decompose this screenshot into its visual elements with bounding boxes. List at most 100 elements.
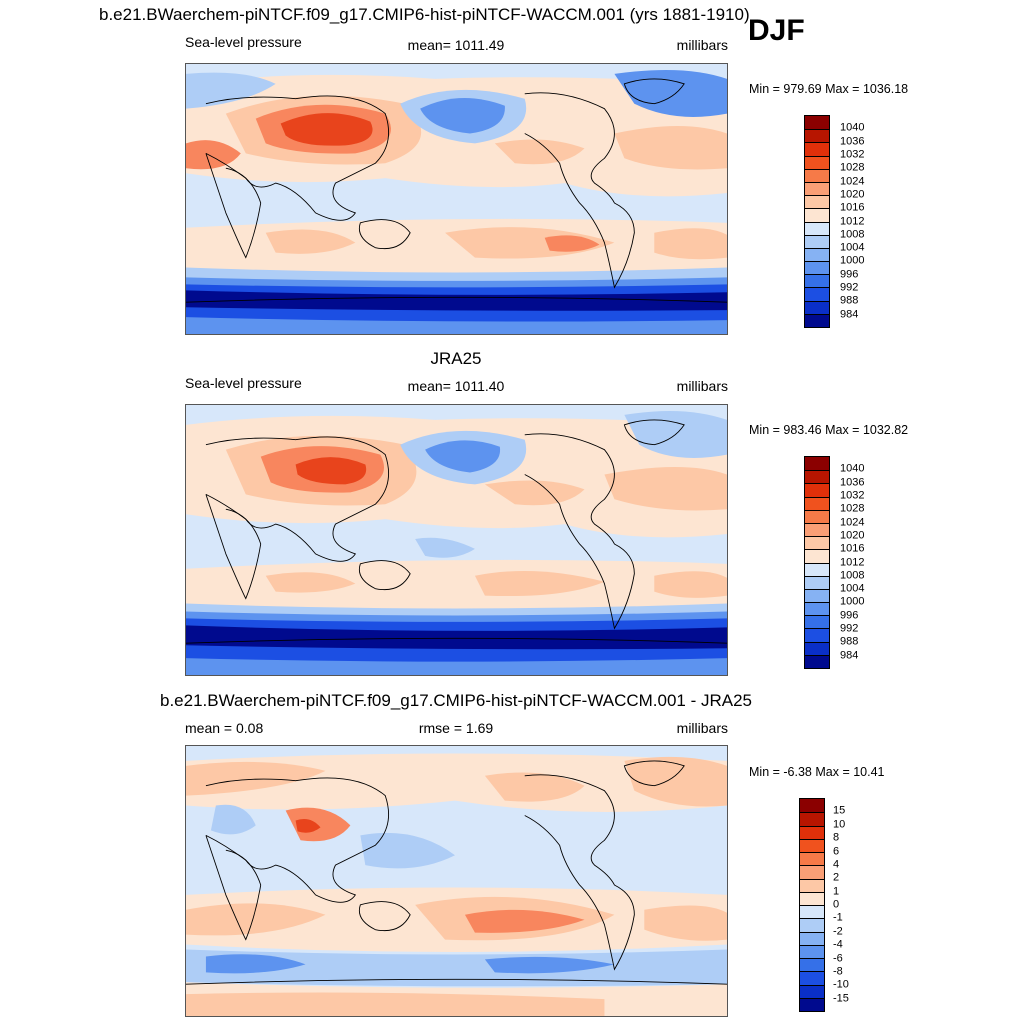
field-contour bbox=[265, 229, 356, 254]
colorbar-swatch bbox=[805, 261, 829, 275]
colorbar-swatch bbox=[800, 905, 824, 919]
field-contour bbox=[285, 807, 351, 842]
colorbar-tick-label: 0 bbox=[833, 898, 840, 911]
colorbar-tick-label: 1004 bbox=[840, 582, 865, 595]
colorbar-swatch bbox=[805, 234, 829, 248]
field-contour bbox=[295, 818, 321, 833]
colorbar-swatch bbox=[805, 208, 829, 222]
coastlines bbox=[186, 760, 727, 985]
colorbar-swatch bbox=[805, 287, 829, 301]
field-contour bbox=[210, 804, 256, 835]
colorbar-tick-label: 1032 bbox=[840, 489, 865, 502]
colorbar-tick-label: 1020 bbox=[840, 188, 865, 201]
rmse-label: rmse = 1.69 bbox=[418, 720, 494, 736]
colorbar-tick-label: 988 bbox=[840, 635, 859, 648]
panel-title: JRA25 bbox=[430, 349, 482, 368]
field-contour bbox=[474, 570, 605, 597]
colorbar-tick-label: 1040 bbox=[840, 462, 865, 475]
units-label: millibars bbox=[676, 378, 728, 394]
colorbar-swatch bbox=[805, 247, 829, 262]
colorbar-tick-label: 992 bbox=[840, 281, 859, 294]
colorbar-swatch bbox=[805, 496, 829, 510]
field-contour bbox=[280, 113, 373, 146]
variable-label: Sea-level pressure bbox=[185, 375, 302, 391]
colorbar-tick-label: -1 bbox=[833, 911, 843, 924]
colorbar-swatch bbox=[805, 168, 829, 182]
colorbar-swatch bbox=[805, 181, 829, 196]
colorbar-obs bbox=[804, 456, 830, 669]
colorbar-swatch bbox=[805, 457, 829, 471]
colorbar-swatch bbox=[805, 536, 829, 550]
colorbar-swatch bbox=[800, 958, 824, 972]
colorbar-swatch bbox=[805, 155, 829, 169]
map-panel-diff bbox=[185, 745, 728, 1017]
colorbar-swatch bbox=[805, 549, 829, 563]
colorbar-swatch bbox=[805, 588, 829, 603]
field-contour bbox=[654, 228, 727, 260]
colorbar-tick-label: 2 bbox=[833, 871, 840, 884]
colorbar-swatch bbox=[805, 129, 829, 143]
colorbar-swatch bbox=[800, 997, 824, 1011]
colorbar-swatch bbox=[800, 838, 824, 852]
field-contour bbox=[186, 625, 727, 650]
colorbar-swatch bbox=[805, 116, 829, 130]
coastlines bbox=[186, 78, 727, 303]
colorbar-tick-label: 1008 bbox=[840, 569, 865, 582]
colorbar-tick-label: 8 bbox=[833, 831, 840, 844]
colorbar-swatch bbox=[800, 812, 824, 826]
colorbar-tick-label: 1024 bbox=[840, 516, 865, 529]
colorbar-swatch bbox=[805, 562, 829, 576]
colorbar-swatch bbox=[800, 918, 824, 932]
field-contour bbox=[295, 457, 367, 485]
colorbar-tick-label: 1008 bbox=[840, 228, 865, 241]
map-panel-model bbox=[185, 63, 728, 335]
colorbar-tick-label: -4 bbox=[833, 938, 843, 951]
colorbar-tick-label: 1012 bbox=[840, 556, 865, 568]
colorbar-swatch bbox=[805, 602, 829, 616]
colorbar-swatch bbox=[805, 483, 829, 497]
colorbar-tick-label: 15 bbox=[833, 804, 846, 817]
colorbar-swatch bbox=[800, 971, 824, 985]
colorbar-swatch bbox=[800, 891, 824, 905]
colorbar-swatch bbox=[805, 641, 829, 655]
colorbar-swatch bbox=[805, 274, 829, 288]
colorbar-tick-label: -8 bbox=[833, 965, 843, 978]
field-contour bbox=[644, 905, 727, 941]
field-contour bbox=[186, 949, 727, 987]
season-label: DJF bbox=[748, 14, 805, 47]
field-contour bbox=[614, 126, 727, 170]
colorbar-swatch bbox=[805, 195, 829, 209]
colorbar-swatch bbox=[800, 825, 824, 839]
colorbar-swatch bbox=[805, 470, 829, 484]
colorbar-tick-label: 1036 bbox=[840, 476, 865, 489]
colorbar-tick-label: 1024 bbox=[840, 175, 865, 188]
colorbar-model bbox=[804, 115, 830, 328]
variable-label: Sea-level pressure bbox=[185, 34, 302, 50]
panel-title: b.e21.BWaerchem-piNTCF.f09_g17.CMIP6-his… bbox=[99, 5, 750, 24]
colorbar-swatch bbox=[805, 142, 829, 156]
colorbar-tick-label: -2 bbox=[833, 925, 843, 938]
field-contour bbox=[186, 140, 241, 170]
colorbar-tick-label: -10 bbox=[833, 978, 849, 991]
minmax-label: Min = 983.46 Max = 1032.82 bbox=[749, 423, 909, 437]
colorbar-swatch bbox=[805, 509, 829, 523]
field-contour bbox=[186, 903, 326, 936]
colorbar-tick-label: 1036 bbox=[840, 135, 865, 148]
colorbar-swatch bbox=[805, 221, 829, 235]
colorbar-tick-label: 1016 bbox=[840, 201, 865, 214]
colorbar-swatch bbox=[805, 313, 829, 327]
field-contour bbox=[614, 69, 727, 117]
field-contour bbox=[205, 954, 306, 974]
colorbar-tick-label: 996 bbox=[840, 609, 859, 622]
field-contour bbox=[425, 440, 501, 473]
panel-title: b.e21.BWaerchem-piNTCF.f09_g17.CMIP6-his… bbox=[159, 691, 753, 710]
units-label: millibars bbox=[676, 720, 728, 736]
colorbar-tick-label: 1032 bbox=[840, 148, 865, 161]
field-contour bbox=[484, 480, 585, 506]
colorbar-swatch bbox=[805, 522, 829, 537]
field-contour bbox=[624, 756, 727, 807]
field-contour bbox=[544, 235, 600, 252]
units-label: millibars bbox=[676, 37, 728, 53]
colorbar-swatch bbox=[805, 575, 829, 589]
colorbar-tick-label: 6 bbox=[833, 845, 840, 857]
